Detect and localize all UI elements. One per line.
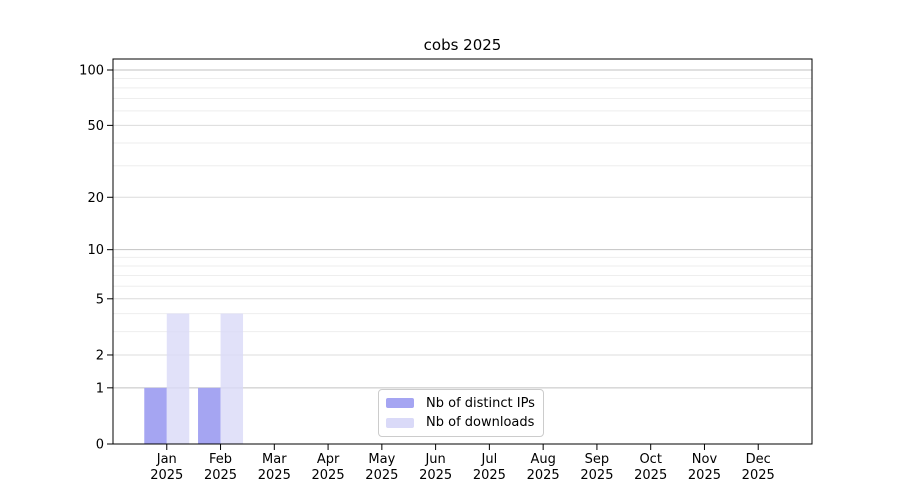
legend-item-distinct-ips: Nb of distinct IPs <box>386 394 535 413</box>
legend-swatch-downloads <box>386 417 414 428</box>
bar-downloads <box>166 313 190 444</box>
x-tick-label-month: Jan <box>156 452 177 467</box>
x-tick-label-month: Jul <box>481 452 498 467</box>
x-tick-label-month: Mar <box>262 452 287 467</box>
x-tick-label-month: Aug <box>530 452 555 467</box>
x-tick-label-month: Feb <box>209 452 232 467</box>
y-tick-label: 5 <box>96 292 104 307</box>
x-tick-label-month: Nov <box>692 452 718 467</box>
y-tick-label: 10 <box>87 243 104 258</box>
x-tick-label-year: 2025 <box>580 468 613 483</box>
x-tick-label-year: 2025 <box>204 468 237 483</box>
legend-label-distinct-ips: Nb of distinct IPs <box>426 395 535 411</box>
x-tick-label-year: 2025 <box>473 468 506 483</box>
y-tick-label: 20 <box>87 191 104 206</box>
x-tick-label-year: 2025 <box>150 468 183 483</box>
y-tick-label: 50 <box>87 119 104 134</box>
x-tick-label-year: 2025 <box>742 468 775 483</box>
y-tick-label: 2 <box>96 348 104 363</box>
bar-distinct-ips <box>144 387 167 444</box>
legend-label-downloads: Nb of downloads <box>426 415 535 431</box>
x-tick-label-month: Dec <box>746 452 771 467</box>
x-tick-label-year: 2025 <box>688 468 721 483</box>
x-tick-label-year: 2025 <box>419 468 452 483</box>
y-tick-label: 100 <box>79 64 104 79</box>
chart-title: cobs 2025 <box>423 36 502 54</box>
plot-border <box>112 58 813 445</box>
x-tick-label-year: 2025 <box>634 468 667 483</box>
x-tick-label-year: 2025 <box>258 468 291 483</box>
x-tick-label-month: Jun <box>424 452 445 467</box>
x-tick-label-month: Sep <box>585 452 610 467</box>
legend-swatch-distinct-ips <box>386 398 414 409</box>
bar-distinct-ips <box>198 387 221 444</box>
legend: Nb of distinct IPs Nb of downloads <box>378 389 544 437</box>
y-tick-label: 1 <box>96 381 104 396</box>
legend-item-downloads: Nb of downloads <box>386 413 535 432</box>
y-tick-label: 0 <box>96 438 104 453</box>
x-tick-label-month: May <box>368 452 395 467</box>
x-tick-label-year: 2025 <box>312 468 345 483</box>
x-tick-label-year: 2025 <box>527 468 560 483</box>
x-tick-label-month: Apr <box>317 452 340 467</box>
x-tick-label-month: Oct <box>639 452 661 467</box>
bar-downloads <box>220 313 244 444</box>
x-tick-label-year: 2025 <box>365 468 398 483</box>
